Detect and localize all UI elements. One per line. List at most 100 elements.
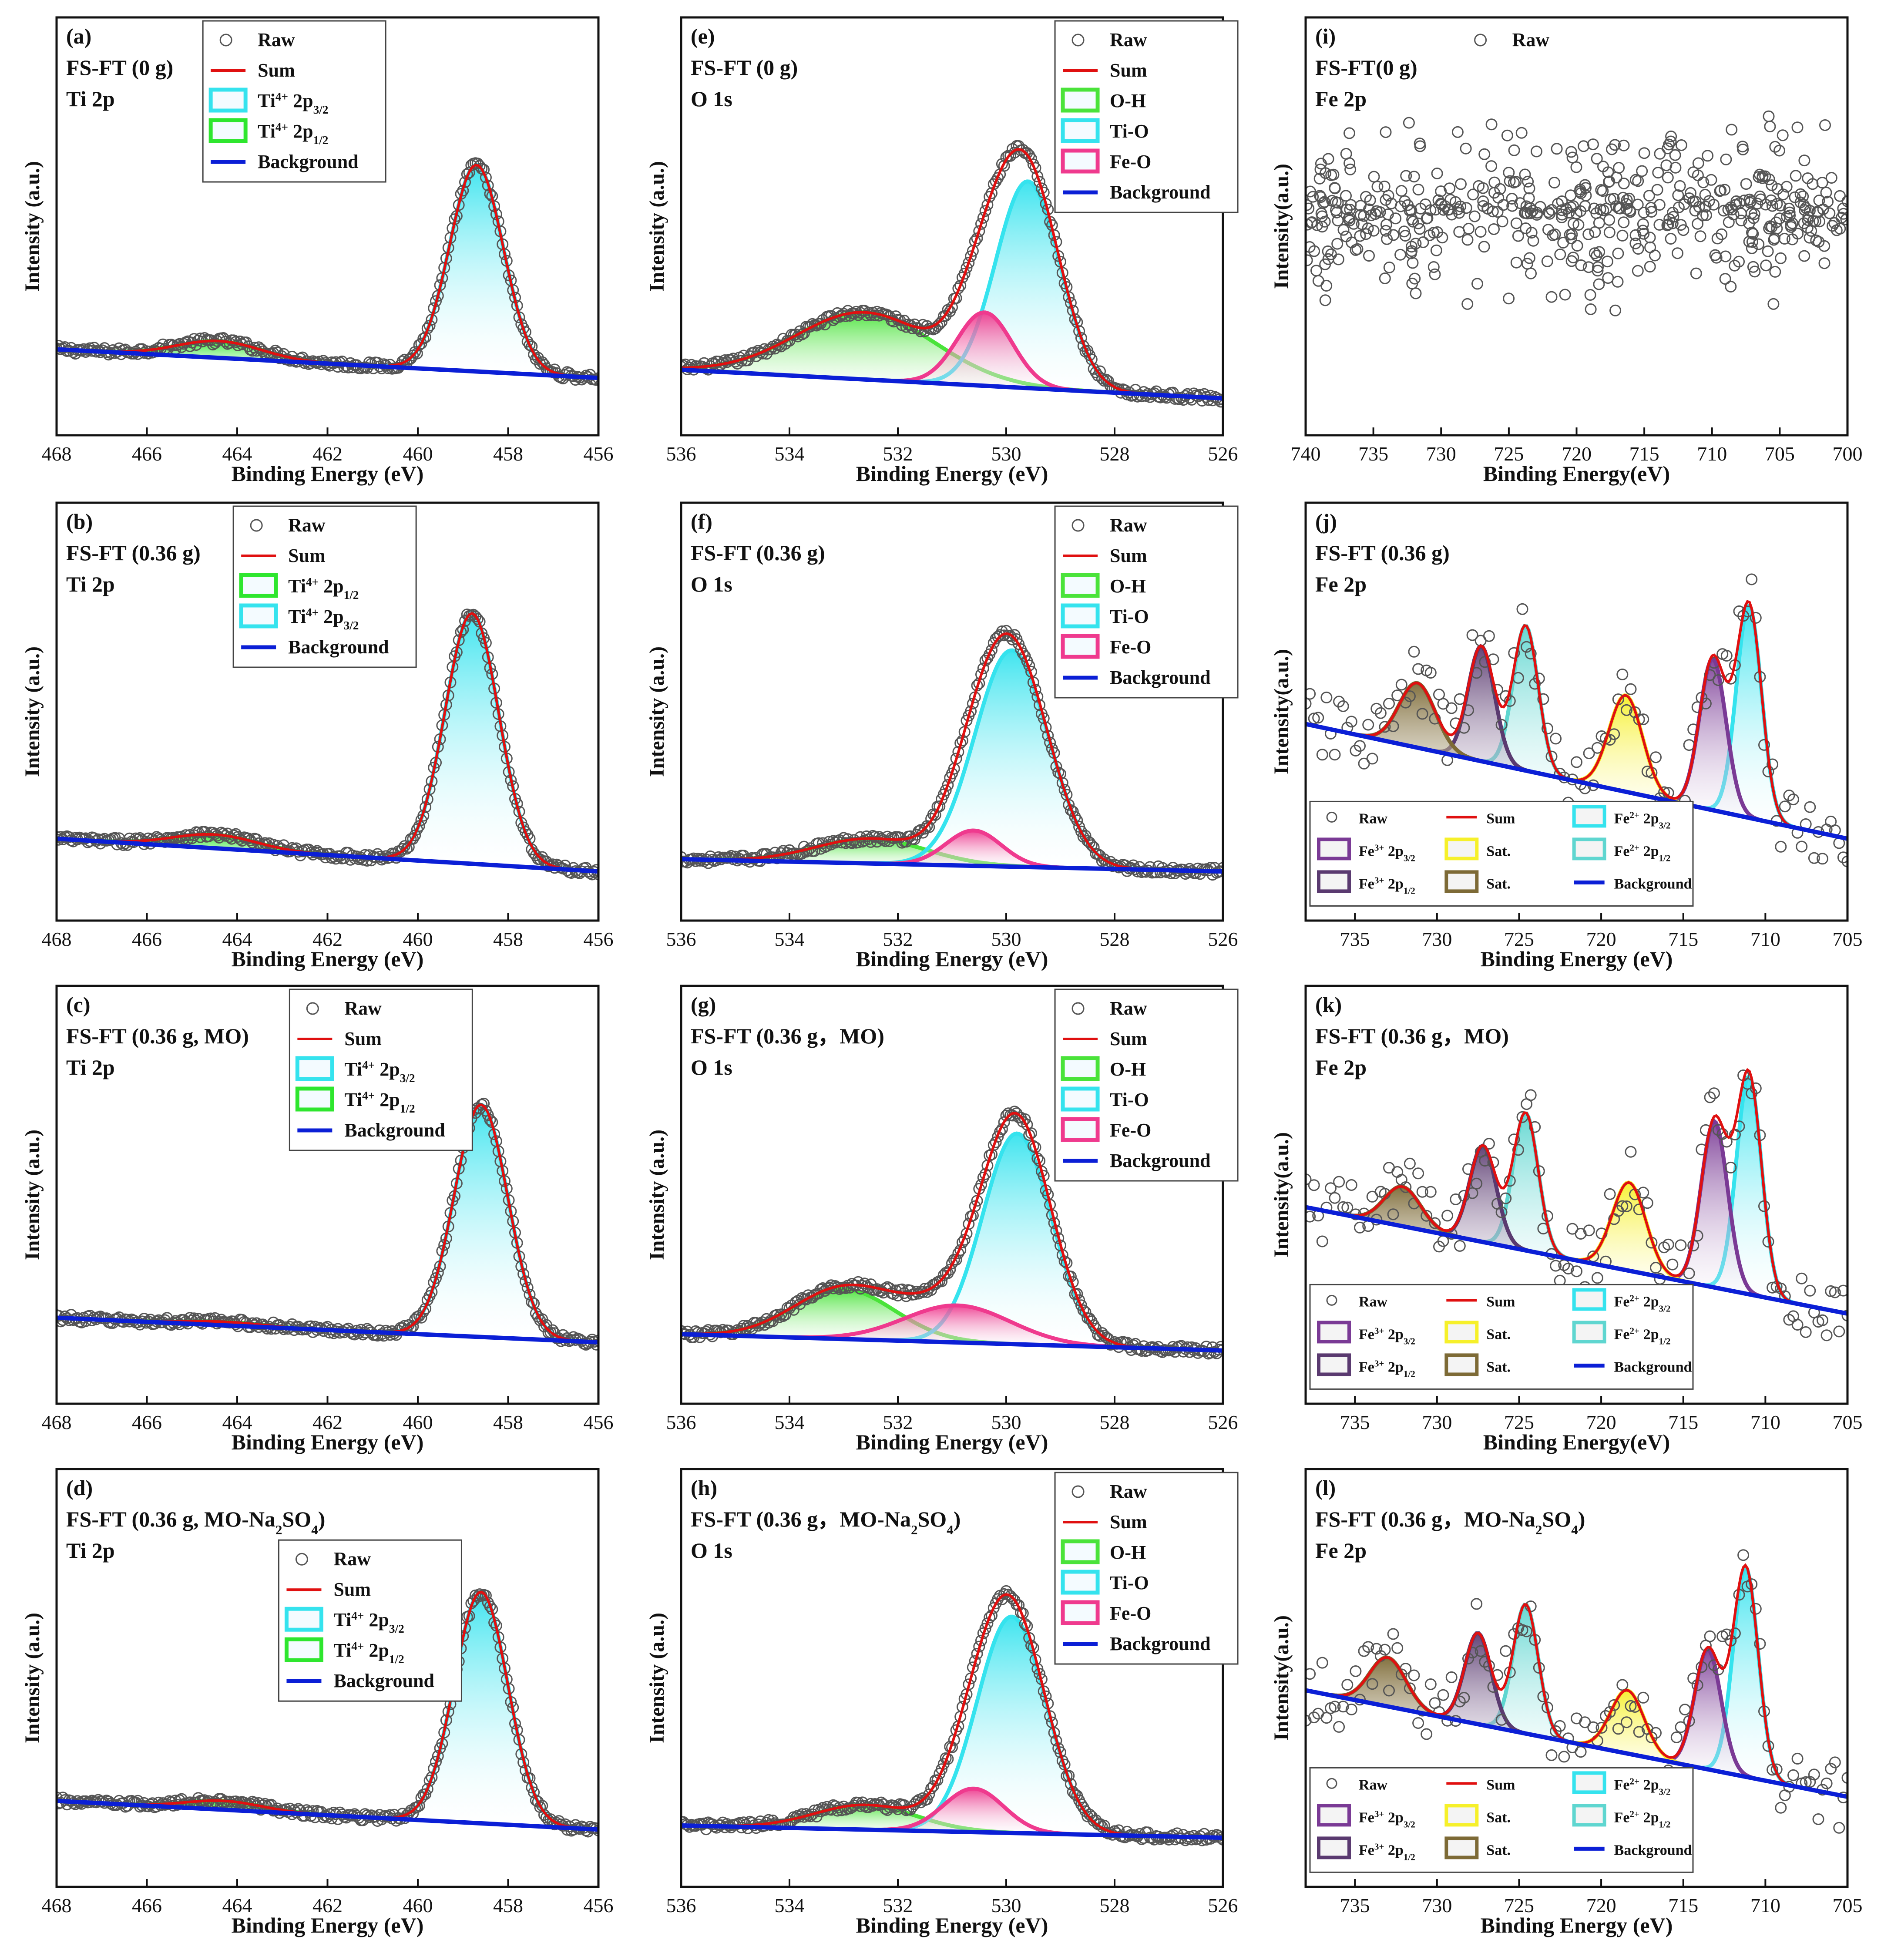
raw-data-point <box>328 1806 340 1819</box>
raw-data-point <box>817 1802 829 1814</box>
legend-label: O-H <box>1110 575 1146 597</box>
raw-data-point <box>1331 238 1344 250</box>
x-axis-label: Binding Energy (eV) <box>232 1430 424 1454</box>
raw-data-point <box>1812 1813 1824 1825</box>
x-tick-label: 534 <box>775 1894 805 1916</box>
raw-data-point <box>965 1672 977 1684</box>
raw-data-point <box>1662 142 1674 155</box>
raw-data-point <box>1306 241 1316 253</box>
raw-data-point <box>1749 266 1761 278</box>
legend: Raw Sum Ti4+ 2p3/2 Ti4+ 2p1/2 Background <box>289 988 473 1151</box>
legend: Raw <box>1474 29 1549 50</box>
raw-data-point <box>1385 198 1397 209</box>
raw-data-point <box>1306 698 1312 709</box>
raw-data-point <box>1404 1682 1416 1694</box>
legend-label: Sum <box>344 1028 382 1049</box>
raw-data-point <box>1488 223 1500 235</box>
x-tick-label: 466 <box>132 1894 162 1916</box>
raw-data-point <box>524 339 536 351</box>
raw-data-point <box>1771 183 1784 195</box>
x-tick-label: 705 <box>1833 1894 1863 1916</box>
raw-data-point <box>1802 172 1814 184</box>
raw-data-point <box>1822 195 1834 208</box>
x-tick-label: 534 <box>775 928 805 950</box>
x-axis-label: Binding Energy (eV) <box>1481 947 1673 971</box>
raw-data-point <box>459 176 471 188</box>
raw-data-point <box>1306 1715 1312 1727</box>
legend-label: O-H <box>1110 1542 1146 1563</box>
legend-label: Background <box>1110 1150 1211 1171</box>
peak-fill <box>57 165 598 378</box>
x-tick-label: 725 <box>1494 443 1524 465</box>
x-tick-label: 462 <box>312 928 343 950</box>
raw-data-point <box>399 840 411 852</box>
raw-data-point <box>1460 202 1472 214</box>
raw-data-point <box>1828 217 1841 229</box>
raw-data-point <box>1633 1204 1645 1216</box>
raw-data-point <box>1412 1717 1424 1729</box>
raw-data-point <box>860 309 873 322</box>
legend-label: Raw <box>1110 1481 1147 1502</box>
raw-data-point <box>1808 1768 1820 1781</box>
x-tick-label: 715 <box>1629 443 1659 465</box>
raw-data-point <box>1501 129 1513 141</box>
raw-data-point <box>1817 1314 1828 1326</box>
plot-area <box>1306 110 1847 316</box>
raw-data-point <box>467 1595 480 1607</box>
raw-data-point <box>1454 200 1467 212</box>
legend-label: Fe-O <box>1110 1120 1151 1141</box>
raw-data-point <box>1669 149 1681 161</box>
raw-data-point <box>1345 716 1357 728</box>
chart-panel-g: 536 534 532 530 528 526 Binding Energy (eV) Int… <box>645 985 1239 1454</box>
x-tick-label: 462 <box>312 1894 343 1916</box>
raw-data-point <box>1421 212 1434 224</box>
raw-data-point <box>1773 145 1785 157</box>
raw-data-point <box>1308 1711 1320 1724</box>
raw-data-point <box>1700 1124 1712 1136</box>
x-tick-label: 705 <box>1833 1411 1863 1433</box>
raw-data-point <box>1704 1091 1716 1103</box>
raw-data-point <box>1746 573 1758 585</box>
raw-data-point <box>1306 1210 1316 1223</box>
legend-label: Fe2+ 2p1/2 <box>1614 1809 1671 1829</box>
raw-data-point <box>1670 1731 1683 1743</box>
raw-data-point <box>1337 224 1350 236</box>
raw-data-point <box>1531 208 1543 221</box>
raw-data-point <box>1391 689 1404 702</box>
raw-data-point <box>1818 257 1831 269</box>
y-axis-label: Intensity(a.u.) <box>1270 649 1293 774</box>
legend-label: Background <box>1110 667 1211 688</box>
raw-data-point <box>401 843 413 855</box>
raw-data-point <box>1412 1167 1424 1180</box>
raw-data-point <box>1696 209 1709 222</box>
raw-data-point <box>1798 199 1810 211</box>
raw-data-point <box>1718 205 1730 217</box>
raw-data-point <box>1354 200 1367 212</box>
raw-data-point <box>1315 158 1327 170</box>
raw-data-point <box>1515 127 1528 139</box>
raw-data-point <box>480 171 492 184</box>
raw-data-point <box>1792 228 1804 240</box>
raw-data-point <box>981 199 994 211</box>
raw-data-point <box>1666 1258 1679 1271</box>
raw-data-point <box>1344 163 1357 175</box>
raw-data-point <box>1591 249 1603 262</box>
raw-data-point <box>1612 247 1624 259</box>
raw-data-point <box>1692 218 1704 230</box>
raw-data-point <box>1595 1722 1608 1734</box>
raw-data-point <box>1495 1714 1508 1726</box>
panel-title-line: Ti 2p <box>66 1055 115 1079</box>
raw-data-point <box>1094 850 1106 862</box>
panel-title-line: FS-FT(0 g) <box>1315 55 1417 80</box>
raw-data-point <box>1358 1645 1370 1657</box>
raw-data-point <box>1764 220 1776 232</box>
x-axis-label: Binding Energy (eV) <box>232 1913 424 1937</box>
raw-data-point <box>1625 1146 1637 1158</box>
raw-data-point <box>1578 140 1590 152</box>
y-axis-label: Intensity(a.u.) <box>1270 1132 1293 1257</box>
peak-fill <box>1306 1649 1847 1797</box>
raw-data-point <box>1592 265 1604 277</box>
raw-data-point <box>1562 1263 1574 1274</box>
raw-data-point <box>1781 211 1793 223</box>
raw-data-point <box>1405 241 1417 253</box>
